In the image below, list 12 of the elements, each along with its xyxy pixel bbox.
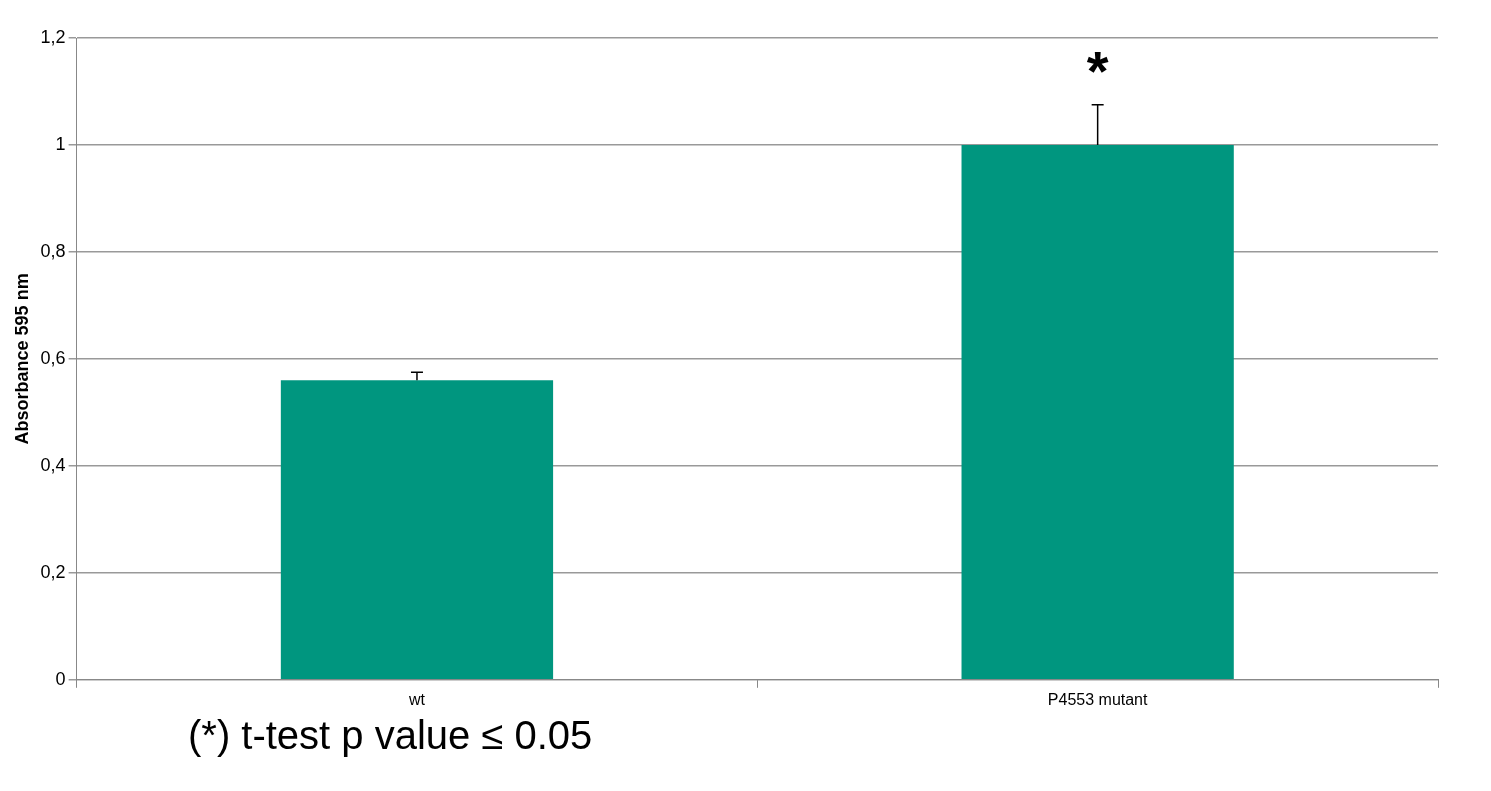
y-tick-label: 0,4 <box>40 454 66 475</box>
text: (*) t-test p value ≤ 0.05 <box>188 713 594 757</box>
y-tick-label: 0,2 <box>40 561 66 582</box>
y-tick-label: 0 <box>55 668 66 689</box>
y-tick-label: 0,8 <box>40 240 66 261</box>
y-tick-label: 1 <box>55 133 66 154</box>
x-tick-label: wt <box>407 690 426 708</box>
y-tick-label: 0,6 <box>40 347 66 368</box>
annotation: * <box>1086 39 1109 103</box>
y-axis-title: Absorbance 595 nm <box>11 273 32 445</box>
x-tick-label: P4553 mutant <box>1047 690 1149 708</box>
y-tick-label: 1,2 <box>40 26 66 47</box>
